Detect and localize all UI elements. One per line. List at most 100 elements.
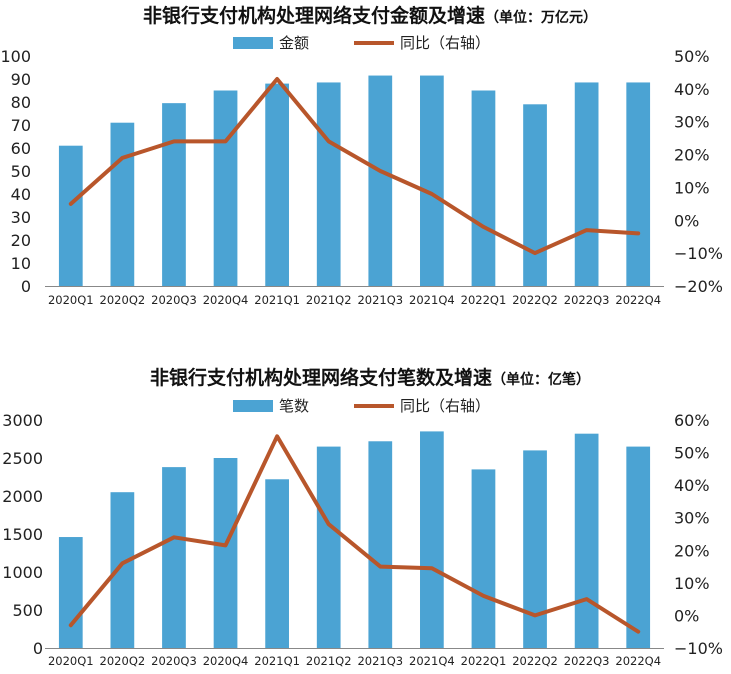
left-tick-label: 30 (11, 208, 31, 227)
left-tick-label: 1500 (2, 525, 43, 544)
right-tick-label: 10% (674, 178, 710, 197)
left-tick-label: 40 (11, 185, 31, 204)
bar (472, 91, 496, 287)
chart-title-main: 非银行支付机构处理网络支付金额及增速 (143, 4, 485, 27)
bar (523, 450, 547, 648)
bar (626, 82, 650, 286)
right-tick-label: −20% (674, 277, 723, 296)
bar (472, 469, 496, 648)
right-tick-label: 30% (674, 113, 710, 132)
left-tick-label: 0 (33, 639, 43, 658)
x-tick-label: 2022Q1 (461, 654, 507, 668)
bar (214, 458, 238, 648)
left-tick-label: 90 (11, 70, 31, 89)
bar (368, 76, 392, 286)
bar (162, 103, 186, 286)
bar (575, 434, 599, 648)
left-tick-label: 3000 (2, 411, 43, 430)
x-tick-label: 2020Q2 (100, 293, 146, 307)
x-tick-label: 2022Q4 (615, 654, 661, 668)
x-tick-label: 2021Q4 (409, 293, 455, 307)
x-tick-label: 2021Q4 (409, 654, 455, 668)
x-tick-label: 2021Q1 (254, 654, 300, 668)
x-tick-label: 2020Q2 (100, 654, 146, 668)
chart-unit-note: （单位：亿笔） (492, 371, 590, 388)
x-tick-label: 2020Q3 (151, 293, 197, 307)
left-tick-label: 2000 (2, 487, 43, 506)
x-tick-label: 2022Q1 (461, 293, 507, 307)
right-tick-label: 40% (674, 80, 710, 99)
x-tick-label: 2021Q2 (306, 654, 352, 668)
bar (575, 82, 599, 286)
bar (59, 146, 83, 286)
legend-line-label: 同比（右轴） (400, 34, 490, 52)
bar (111, 492, 135, 648)
series-line (71, 79, 638, 253)
x-tick-label: 2022Q3 (564, 654, 610, 668)
right-tick-label: −10% (674, 639, 723, 658)
right-tick-label: 0% (674, 606, 699, 625)
left-tick-label: 2500 (2, 449, 43, 468)
legend-bar-swatch (233, 37, 273, 49)
right-tick-label: 20% (674, 541, 710, 560)
bar (214, 91, 238, 287)
left-tick-label: 70 (11, 116, 31, 135)
right-tick-label: 20% (674, 146, 710, 165)
right-tick-label: 0% (674, 211, 699, 230)
x-tick-label: 2022Q4 (615, 293, 661, 307)
left-tick-label: 100 (0, 47, 31, 66)
right-tick-label: 40% (674, 476, 710, 495)
right-tick-label: 30% (674, 509, 710, 528)
bar (59, 537, 83, 648)
bar (111, 123, 135, 286)
x-tick-label: 2020Q3 (151, 654, 197, 668)
x-tick-label: 2020Q4 (203, 654, 249, 668)
chart-title: 非银行支付机构处理网络支付金额及增速（单位：万亿元） (143, 4, 597, 27)
chart-title: 非银行支付机构处理网络支付笔数及增速（单位：亿笔） (150, 366, 590, 389)
x-tick-label: 2022Q3 (564, 293, 610, 307)
right-tick-label: 50% (674, 444, 710, 463)
x-tick-label: 2022Q2 (512, 654, 558, 668)
left-tick-label: 80 (11, 93, 31, 112)
bar (523, 104, 547, 286)
x-tick-label: 2022Q2 (512, 293, 558, 307)
chart-unit-note: （单位：万亿元） (485, 9, 597, 26)
left-tick-label: 0 (21, 277, 31, 296)
right-tick-label: 50% (674, 47, 710, 66)
left-tick-label: 20 (11, 231, 31, 250)
legend-bar-label: 笔数 (279, 397, 309, 415)
x-tick-label: 2020Q1 (48, 293, 94, 307)
bar (626, 447, 650, 648)
chart-1: 非银行支付机构处理网络支付金额及增速（单位：万亿元） 金额 同比（右轴） 0 10 20 3… (0, 4, 723, 307)
chart-title-main: 非银行支付机构处理网络支付笔数及增速 (150, 366, 492, 389)
bar (420, 431, 444, 648)
bar (265, 84, 289, 286)
x-tick-label: 2020Q1 (48, 654, 94, 668)
x-tick-label: 2021Q2 (306, 293, 352, 307)
left-tick-label: 500 (12, 601, 43, 620)
bar (265, 479, 289, 648)
bar (368, 441, 392, 648)
right-tick-label: 60% (674, 411, 710, 430)
x-tick-label: 2021Q1 (254, 293, 300, 307)
bar (317, 82, 341, 286)
bar (317, 447, 341, 648)
bar (420, 76, 444, 286)
left-tick-label: 60 (11, 139, 31, 158)
series-line (71, 436, 638, 631)
legend-line-label: 同比（右轴） (400, 397, 490, 415)
x-tick-label: 2020Q4 (203, 293, 249, 307)
x-tick-label: 2021Q3 (357, 654, 403, 668)
right-tick-label: 10% (674, 574, 710, 593)
left-tick-label: 50 (11, 162, 31, 181)
left-tick-label: 1000 (2, 563, 43, 582)
chart-2: 非银行支付机构处理网络支付笔数及增速（单位：亿笔） 笔数 同比（右轴） 0 500 100… (2, 366, 723, 668)
right-tick-label: −10% (674, 244, 723, 263)
legend-bar-swatch (233, 400, 273, 412)
bar (162, 467, 186, 648)
left-tick-label: 10 (11, 254, 31, 273)
legend-bar-label: 金额 (279, 34, 309, 52)
x-tick-label: 2021Q3 (357, 293, 403, 307)
